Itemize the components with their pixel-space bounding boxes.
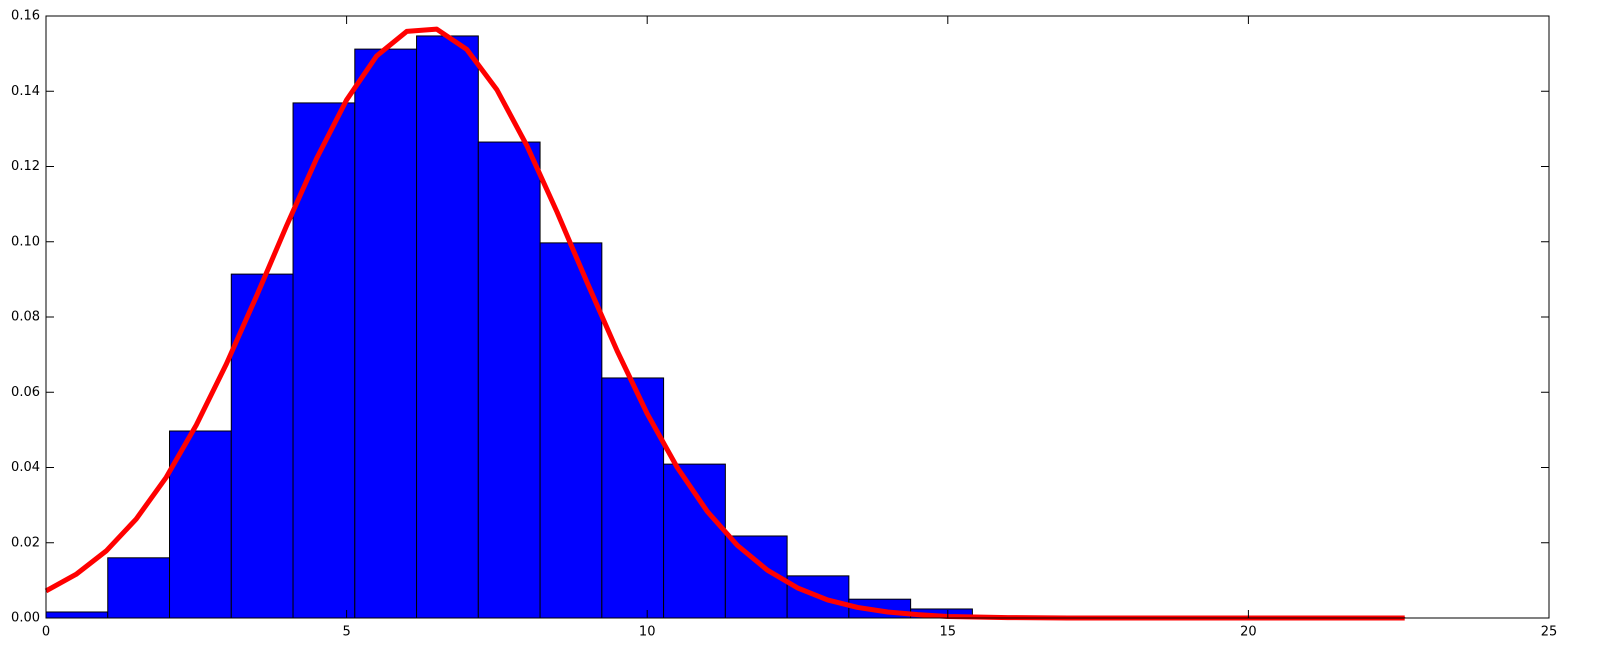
y-tick-label: 0.12: [11, 159, 40, 174]
bar: [354, 48, 418, 619]
y-tick-label: 0.06: [11, 385, 40, 400]
bar: [107, 557, 171, 619]
y-tick-label: 0.16: [11, 9, 40, 24]
bar: [169, 430, 232, 619]
x-tick-label: 20: [1240, 625, 1257, 640]
bar: [601, 377, 665, 619]
bar: [539, 242, 603, 619]
x-tick-label: 5: [342, 625, 350, 640]
bar: [477, 141, 541, 619]
y-tick-label: 0.00: [11, 611, 40, 626]
bar: [663, 463, 726, 619]
y-tick-label: 0.14: [11, 84, 40, 99]
x-tick-label: 15: [940, 625, 957, 640]
y-tick-label: 0.08: [11, 310, 40, 325]
y-tick-label: 0.10: [11, 234, 40, 249]
x-tick-label: 0: [42, 625, 50, 640]
y-tick-label: 0.04: [11, 460, 40, 475]
bar: [292, 102, 356, 619]
x-tick-label: 10: [639, 625, 656, 640]
bar: [230, 273, 294, 619]
bar: [416, 35, 479, 619]
y-tick-label: 0.02: [11, 535, 40, 550]
x-tick-label: 25: [1541, 625, 1558, 640]
bar: [45, 611, 109, 619]
